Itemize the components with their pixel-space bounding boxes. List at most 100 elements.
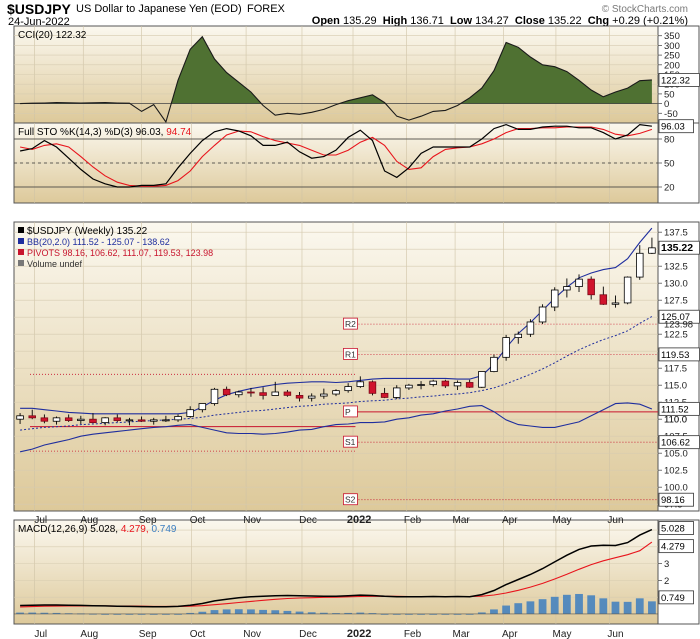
legend-pivots: PIVOTS 98.16, 106.62, 111.07, 119.53, 12… xyxy=(27,248,213,258)
candle-30 xyxy=(380,387,389,399)
high-label: High xyxy=(382,15,408,27)
cci-positive-area xyxy=(20,36,652,104)
sto-legend-k: 96.03, xyxy=(136,127,167,138)
macd-hist-bar-44 xyxy=(550,596,559,614)
macd-hist-bar-3 xyxy=(52,612,61,614)
candle-body-7 xyxy=(101,417,109,423)
sto-d-line xyxy=(19,126,653,187)
candle-31 xyxy=(393,385,401,399)
macd-legend: MACD(12,26,9) 5.028, 4.279, 0.749 xyxy=(18,524,177,535)
price-tick-label-14: 102.5 xyxy=(664,466,688,477)
candle-body-35 xyxy=(441,380,450,387)
candle-body-11 xyxy=(149,419,158,422)
macd-hist-bar-24 xyxy=(307,612,316,614)
cci-legend: CCI(20) 122.32 xyxy=(18,30,87,41)
macd-hist-bar-32 xyxy=(405,613,413,615)
macd-tick-label-2: 3 xyxy=(664,559,669,570)
macd-hist-bar-49 xyxy=(611,601,620,614)
candle-38 xyxy=(478,371,486,388)
macd-hist-bar-16 xyxy=(210,610,219,614)
x-label-upper-11: Jun xyxy=(607,515,623,526)
candle-body-32 xyxy=(405,384,413,389)
macd-hist-bar-46 xyxy=(575,593,583,614)
candle-body-2 xyxy=(40,417,49,422)
candle-body-5 xyxy=(77,418,85,421)
candle-1 xyxy=(28,409,36,420)
candle-14 xyxy=(186,406,194,418)
sto-k-line xyxy=(19,123,652,188)
price-label-1: 125.07 xyxy=(661,312,690,323)
candle-body-45 xyxy=(563,286,571,291)
candle-body-28 xyxy=(356,381,365,387)
candle-body-22 xyxy=(283,391,292,396)
price-label-4-box xyxy=(658,401,700,416)
macd-hist-bar-48 xyxy=(599,598,608,614)
macd-current-value: 5.028 xyxy=(661,524,685,535)
candle-body-0 xyxy=(16,415,24,420)
x-label-lower-7: Feb xyxy=(404,629,422,639)
price-label-1-box xyxy=(658,309,700,324)
candle-body-51 xyxy=(636,252,644,278)
stochastic-tick-label-1: 50 xyxy=(664,159,675,170)
price-label-3: 119.53 xyxy=(661,350,689,361)
macd-panel-background xyxy=(13,519,659,625)
macd-axis-area xyxy=(657,519,700,625)
price-tick-label-11: 110.0 xyxy=(664,415,687,426)
open-label: Open xyxy=(311,15,340,27)
stochastic-axis-area xyxy=(657,122,700,204)
macd-signal-current-value: 4.279 xyxy=(661,542,685,553)
macd-hist-bar-19 xyxy=(247,609,255,614)
x-label-upper-4: Nov xyxy=(243,515,261,526)
bb-lower-line xyxy=(19,402,653,453)
price-tick-label-2: 132.5 xyxy=(664,262,688,273)
legend-price: $USDJPY (Weekly) 135.22 xyxy=(27,226,148,237)
candle-46 xyxy=(575,274,583,293)
candle-body-41 xyxy=(514,333,523,339)
x-label-lower-4: Nov xyxy=(243,629,261,639)
high-value: 136.71 xyxy=(410,15,444,27)
candle-0 xyxy=(16,413,24,424)
close-label: Close xyxy=(514,15,545,27)
price-label-0: 135.22 xyxy=(661,242,693,254)
macd-legend-hist: 0.749 xyxy=(151,524,176,535)
candle-body-6 xyxy=(89,418,97,424)
candle-body-47 xyxy=(587,278,595,296)
cci-tick-label-6: 50 xyxy=(664,89,675,100)
cci-tick-label-7: 0 xyxy=(664,99,669,110)
x-label-lower-9: Apr xyxy=(502,629,518,639)
legend-swatch-bb xyxy=(18,238,24,244)
price-tick-label-4: 127.5 xyxy=(664,296,688,307)
x-label-upper-2: Sep xyxy=(139,515,157,526)
price-axis-area xyxy=(657,221,700,512)
candle-body-43 xyxy=(538,306,547,323)
cci-tick-label-0: 350 xyxy=(664,31,680,42)
candle-body-20 xyxy=(259,392,267,396)
candle-body-25 xyxy=(320,393,328,397)
cci-tick-label-8: -50 xyxy=(664,109,678,120)
price-tick-label-6: 122.5 xyxy=(664,330,688,341)
x-label-upper-5: Dec xyxy=(299,515,317,526)
macd-hist-bar-39 xyxy=(490,609,498,614)
macd-hist-bar-41 xyxy=(514,603,523,614)
chg-label: Chg xyxy=(587,15,610,27)
candle-3 xyxy=(52,416,61,425)
candle-32 xyxy=(405,383,413,390)
candle-body-42 xyxy=(526,321,535,335)
x-label-upper-10: May xyxy=(553,515,572,526)
price-tick-label-0: 137.5 xyxy=(664,228,688,239)
price-label-7: 98.16 xyxy=(661,495,685,506)
macd-hist-bar-23 xyxy=(295,611,304,614)
watermark: © StockCharts.com xyxy=(601,4,688,15)
candle-19 xyxy=(247,387,255,397)
candle-36 xyxy=(453,380,462,390)
macd-hist-bar-37 xyxy=(465,613,474,615)
candle-41 xyxy=(514,331,523,344)
candle-body-40 xyxy=(502,337,510,358)
candle-34 xyxy=(429,379,437,387)
close-value: 135.22 xyxy=(547,15,582,27)
candle-body-8 xyxy=(113,417,122,421)
macd-hist-bar-34 xyxy=(429,613,438,615)
x-label-upper-1: Aug xyxy=(80,515,98,526)
x-label-lower-0: Jul xyxy=(34,629,47,639)
macd-hist-bar-7 xyxy=(101,613,110,615)
